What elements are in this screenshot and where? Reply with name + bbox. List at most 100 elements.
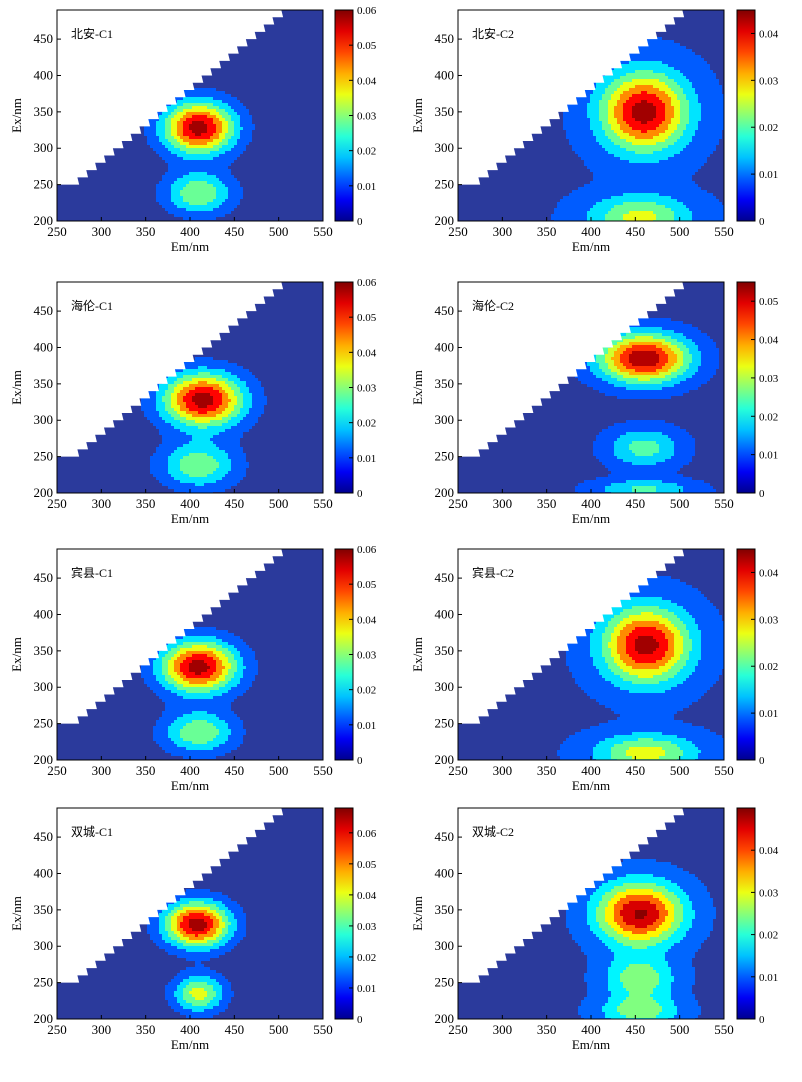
contour-cell	[216, 148, 220, 152]
contour-cell	[267, 73, 271, 77]
contour-cell	[213, 106, 217, 110]
contour-cell	[141, 172, 145, 176]
contour-cell	[141, 181, 145, 185]
contour-cell	[186, 127, 190, 131]
contour-cell	[63, 193, 67, 197]
contour-cell	[189, 196, 193, 200]
contour-cell	[195, 109, 199, 113]
contour-cell	[258, 64, 262, 68]
contour-cell	[195, 154, 199, 158]
contour-cell	[159, 151, 163, 155]
contour-cell	[216, 112, 220, 116]
contour-cell	[264, 178, 268, 182]
contour-cell	[255, 91, 259, 95]
contour-cell	[186, 136, 190, 140]
contour-cell	[213, 79, 217, 83]
contour-cell	[147, 136, 151, 140]
contour-cell	[210, 115, 214, 119]
contour-cell	[222, 190, 226, 194]
contour-cell	[171, 196, 175, 200]
contour-cell	[234, 58, 238, 62]
contour-cell	[180, 163, 184, 167]
contour-cell	[126, 145, 130, 149]
contour-cell	[249, 130, 253, 134]
contour-cell	[255, 121, 259, 125]
contour-cell	[213, 217, 217, 221]
contour-cell	[189, 211, 193, 215]
contour-cell	[183, 142, 187, 146]
contour-cell	[201, 184, 205, 188]
contour-cell	[72, 184, 76, 188]
contour-cell	[255, 109, 259, 113]
contour-cell	[138, 145, 142, 149]
contour-cell	[195, 88, 199, 92]
contour-cell	[228, 163, 232, 167]
contour-cell	[168, 160, 172, 164]
contour-cell	[240, 217, 244, 221]
contour-cell	[105, 178, 109, 182]
contour-cell	[168, 196, 172, 200]
contour-cell	[234, 163, 238, 167]
contour-cell	[258, 124, 262, 128]
contour-cell	[234, 217, 238, 221]
contour-cell	[246, 118, 250, 122]
contour-cell	[213, 181, 217, 185]
contour-cell	[189, 166, 193, 170]
contour-cell	[72, 199, 76, 203]
contour-cell	[159, 214, 163, 218]
contour-cell	[207, 118, 211, 122]
contour-cell	[144, 181, 148, 185]
contour-cell	[249, 184, 253, 188]
contour-cell	[150, 166, 154, 170]
contour-cell	[183, 151, 187, 155]
contour-cell	[132, 169, 136, 173]
contour-cell	[213, 73, 217, 77]
contour-cell	[195, 199, 199, 203]
contour-cell	[246, 154, 250, 158]
contour-cell	[255, 184, 259, 188]
contour-cell	[180, 118, 184, 122]
contour-cell	[150, 121, 154, 125]
contour-cell	[228, 151, 232, 155]
contour-cell	[234, 136, 238, 140]
contour-cell	[210, 139, 214, 143]
contour-cell	[219, 94, 223, 98]
contour-cell	[144, 211, 148, 215]
contour-cell	[216, 106, 220, 110]
contour-cell	[129, 175, 133, 179]
contour-cell	[213, 211, 217, 215]
contour-cell	[246, 142, 250, 146]
contour-cell	[204, 94, 208, 98]
contour-cell	[81, 187, 85, 191]
contour-cell	[129, 199, 133, 203]
contour-cell	[114, 151, 118, 155]
contour-cell	[69, 184, 73, 188]
contour-cell	[150, 127, 154, 131]
contour-cell	[261, 79, 265, 83]
contour-cell	[264, 46, 268, 50]
contour-cell	[156, 199, 160, 203]
contour-cell	[66, 187, 70, 191]
contour-cell	[249, 67, 253, 71]
contour-cell	[192, 217, 196, 221]
contour-cell	[87, 178, 91, 182]
contour-cell	[225, 187, 229, 191]
contour-cell	[195, 175, 199, 179]
contour-cell	[222, 127, 226, 131]
contour-cell	[129, 169, 133, 173]
contour-cell	[60, 199, 64, 203]
contour-cell	[210, 145, 214, 149]
contour-cell	[219, 163, 223, 167]
contour-cell	[243, 79, 247, 83]
contour-cell	[141, 142, 145, 146]
contour-cell	[165, 166, 169, 170]
contour-cell	[150, 136, 154, 140]
contour-cell	[258, 127, 262, 131]
contour-cell	[255, 115, 259, 119]
contour-cell	[183, 139, 187, 143]
contour-cell	[216, 202, 220, 206]
contour-cell	[231, 136, 235, 140]
contour-cell	[183, 211, 187, 215]
contour-cell	[189, 157, 193, 161]
contour-cell	[168, 199, 172, 203]
